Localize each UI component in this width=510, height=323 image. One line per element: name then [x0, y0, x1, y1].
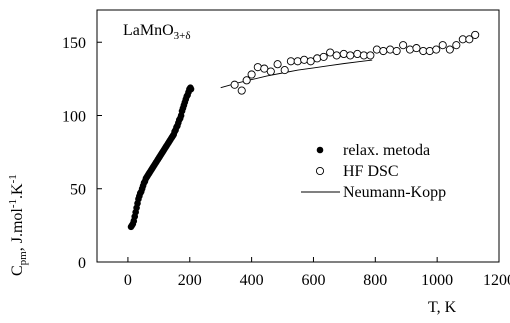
point-hf-dsc-21	[366, 51, 375, 60]
x-tick-label-400: 400	[240, 272, 264, 289]
y-tick-label-150: 150	[62, 35, 86, 52]
series-hf-dsc	[230, 30, 480, 95]
x-tick-label-600: 600	[301, 272, 325, 289]
point-hf-dsc-5	[260, 64, 269, 73]
point-hf-dsc-4	[253, 63, 262, 72]
point-hf-dsc-33	[445, 45, 454, 54]
legend-marker-relax-metoda	[316, 146, 324, 154]
point-hf-dsc-14	[319, 52, 328, 61]
point-hf-dsc-36	[465, 35, 474, 44]
x-tick-label-0: 0	[124, 272, 132, 289]
point-hf-dsc-13	[313, 54, 322, 63]
point-hf-dsc-18	[346, 51, 355, 60]
point-hf-dsc-19	[353, 49, 362, 59]
legend-label-hf-dsc: HF DSC	[343, 163, 399, 180]
legend-label-relax-metoda: relax. metoda	[343, 142, 430, 159]
point-hf-dsc-8	[280, 66, 289, 75]
y-axis-label: Cpm, J.mol-1.K-1	[7, 174, 29, 276]
y-tick-label-100: 100	[62, 108, 86, 125]
series-relax-metoda	[127, 84, 195, 231]
point-hf-dsc-11	[300, 55, 309, 64]
point-hf-dsc-25	[392, 46, 401, 56]
point-hf-dsc-37	[471, 30, 480, 39]
point-hf-dsc-24	[386, 45, 395, 54]
chart-title-subscript: 3+δ	[174, 30, 191, 42]
x-tick-label-200: 200	[178, 272, 202, 289]
point-hf-dsc-6	[266, 67, 275, 76]
point-relax-metoda-65	[187, 85, 195, 93]
point-hf-dsc-31	[432, 45, 441, 54]
point-hf-dsc-30	[425, 46, 434, 56]
point-hf-dsc-16	[332, 51, 341, 60]
point-hf-dsc-10	[293, 57, 302, 66]
point-hf-dsc-7	[273, 60, 282, 69]
point-hf-dsc-9	[286, 57, 295, 66]
point-hf-dsc-15	[326, 48, 335, 57]
point-hf-dsc-2	[242, 76, 251, 85]
x-axis-label: T, K	[428, 299, 457, 316]
chart-title: LaMnO3+δ	[123, 22, 191, 42]
point-hf-dsc-17	[339, 49, 348, 59]
point-hf-dsc-32	[438, 41, 447, 50]
point-hf-dsc-12	[306, 57, 315, 66]
legend-label-neumann-kopp: Neumann-Kopp	[343, 184, 446, 201]
point-hf-dsc-3	[247, 70, 256, 79]
y-tick-label-50: 50	[70, 182, 86, 199]
x-tick-label-1000: 1000	[421, 272, 453, 289]
x-tick-label-800: 800	[363, 272, 387, 289]
point-hf-dsc-26	[399, 41, 408, 50]
point-hf-dsc-28	[412, 44, 421, 53]
point-hf-dsc-27	[405, 45, 414, 54]
y-axis-ticks: 0 50 100 150	[62, 35, 102, 272]
point-hf-dsc-22	[372, 45, 381, 54]
legend: relax. metoda HF DSC Neumann-Kopp	[301, 142, 446, 201]
point-hf-dsc-34	[452, 41, 461, 50]
y-tick-label-0: 0	[78, 255, 86, 272]
point-hf-dsc-23	[379, 46, 388, 56]
legend-marker-hf-dsc	[315, 166, 325, 176]
plot-frame	[96, 9, 500, 263]
point-hf-dsc-1	[237, 86, 246, 95]
point-hf-dsc-0	[230, 80, 239, 89]
